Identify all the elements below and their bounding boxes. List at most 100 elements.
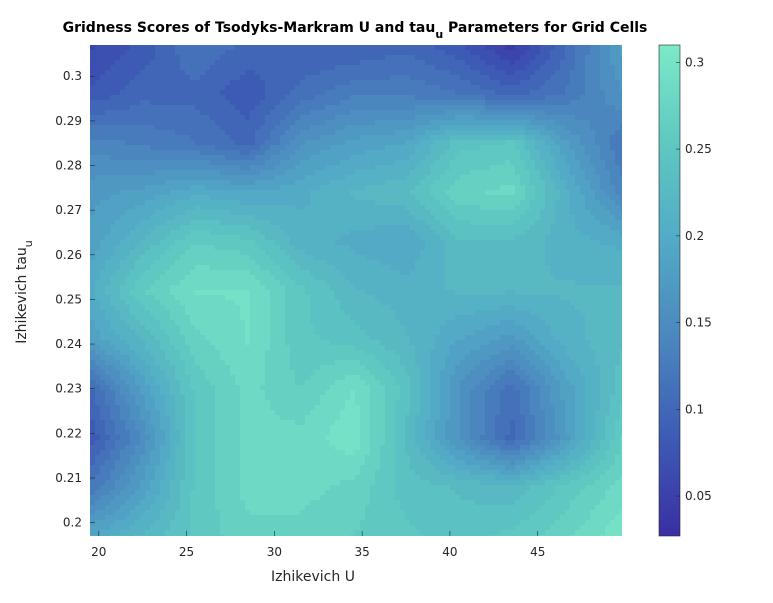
- heatmap-cell: [380, 185, 386, 191]
- heatmap-cell: [195, 55, 201, 61]
- heatmap-cell: [225, 65, 231, 71]
- heatmap-cell: [610, 255, 616, 261]
- heatmap-cell: [130, 105, 136, 111]
- heatmap-cell: [320, 130, 326, 136]
- heatmap-cell: [255, 120, 261, 126]
- heatmap-cell: [165, 50, 171, 56]
- heatmap-cell: [300, 100, 306, 106]
- heatmap-cell: [510, 110, 516, 116]
- heatmap-cell: [540, 245, 546, 251]
- heatmap-cell: [495, 225, 501, 231]
- heatmap-cell: [140, 165, 146, 171]
- heatmap-cell: [165, 275, 171, 281]
- heatmap-cell: [525, 180, 531, 186]
- heatmap-cell: [95, 160, 101, 166]
- heatmap-cell: [450, 100, 456, 106]
- heatmap-cell: [560, 95, 566, 101]
- heatmap-cell: [185, 55, 191, 61]
- heatmap-cell: [415, 130, 421, 136]
- heatmap-cell: [440, 170, 446, 176]
- heatmap-cell: [415, 250, 421, 256]
- heatmap-cell: [500, 95, 506, 101]
- heatmap-cell: [595, 50, 601, 56]
- heatmap-cell: [450, 50, 456, 56]
- heatmap-cell: [605, 180, 611, 186]
- heatmap-cell: [420, 45, 426, 51]
- heatmap-cell: [575, 225, 581, 231]
- heatmap-cell: [340, 190, 346, 196]
- heatmap-cell: [215, 115, 221, 121]
- heatmap-cell: [525, 70, 531, 76]
- heatmap-cell: [555, 195, 561, 201]
- heatmap-cell: [270, 245, 276, 251]
- heatmap-cell: [240, 145, 246, 151]
- heatmap-cell: [435, 200, 441, 206]
- heatmap-cell: [200, 75, 206, 81]
- heatmap-cell: [450, 160, 456, 166]
- heatmap-cell: [240, 140, 246, 146]
- heatmap-cell: [360, 140, 366, 146]
- heatmap-cell: [405, 200, 411, 206]
- heatmap-cell: [395, 180, 401, 186]
- heatmap-cell: [305, 145, 311, 151]
- heatmap-cell: [335, 240, 341, 246]
- heatmap-cell: [360, 235, 366, 241]
- heatmap-cell: [615, 85, 621, 91]
- heatmap-cell: [620, 185, 622, 191]
- heatmap-cell: [245, 260, 251, 266]
- heatmap-cell: [310, 275, 316, 281]
- heatmap-cell: [325, 60, 331, 66]
- heatmap-cell: [380, 150, 386, 156]
- heatmap-cell: [315, 265, 321, 271]
- heatmap-cell: [575, 65, 581, 71]
- heatmap-cell: [330, 95, 336, 101]
- heatmap-cell: [395, 120, 401, 126]
- heatmap-cell: [360, 180, 366, 186]
- heatmap-cell: [90, 70, 96, 76]
- heatmap-cell: [490, 235, 496, 241]
- heatmap-cell: [400, 125, 406, 131]
- heatmap-cell: [150, 125, 156, 131]
- heatmap-cell: [210, 155, 216, 161]
- heatmap-cell: [205, 45, 211, 51]
- heatmap-cell: [405, 270, 411, 276]
- heatmap-cell: [485, 195, 491, 201]
- heatmap-cell: [600, 65, 606, 71]
- heatmap-cell: [415, 45, 421, 51]
- heatmap-cell: [540, 95, 546, 101]
- heatmap-cell: [340, 185, 346, 191]
- heatmap-cell: [390, 145, 396, 151]
- heatmap-cell: [205, 70, 211, 76]
- heatmap-cell: [305, 220, 311, 226]
- heatmap-cell: [620, 120, 622, 126]
- heatmap-cell: [475, 185, 481, 191]
- heatmap-cell: [375, 275, 381, 281]
- heatmap-cell: [95, 55, 101, 61]
- heatmap-cell: [610, 215, 616, 221]
- heatmap-cell: [365, 200, 371, 206]
- heatmap-cell: [220, 85, 226, 91]
- heatmap-cell: [200, 195, 206, 201]
- heatmap-cell: [590, 160, 596, 166]
- heatmap-cell: [270, 180, 276, 186]
- heatmap-cell: [210, 130, 216, 136]
- heatmap-cell: [240, 160, 246, 166]
- heatmap-cell: [365, 180, 371, 186]
- heatmap-cell: [195, 185, 201, 191]
- heatmap-cell: [235, 85, 241, 91]
- heatmap-cell: [370, 130, 376, 136]
- heatmap-cell: [405, 245, 411, 251]
- heatmap-cell: [455, 230, 461, 236]
- heatmap-cell: [245, 70, 251, 76]
- heatmap-cell: [415, 270, 421, 276]
- heatmap-cell: [585, 150, 591, 156]
- heatmap-cell: [580, 120, 586, 126]
- heatmap-cell: [345, 265, 351, 271]
- heatmap-cell: [545, 270, 551, 276]
- heatmap-cell: [230, 140, 236, 146]
- heatmap-cell: [235, 155, 241, 161]
- heatmap-cell: [105, 60, 111, 66]
- heatmap-cell: [295, 110, 301, 116]
- heatmap-cell: [210, 140, 216, 146]
- heatmap-cell: [490, 65, 496, 71]
